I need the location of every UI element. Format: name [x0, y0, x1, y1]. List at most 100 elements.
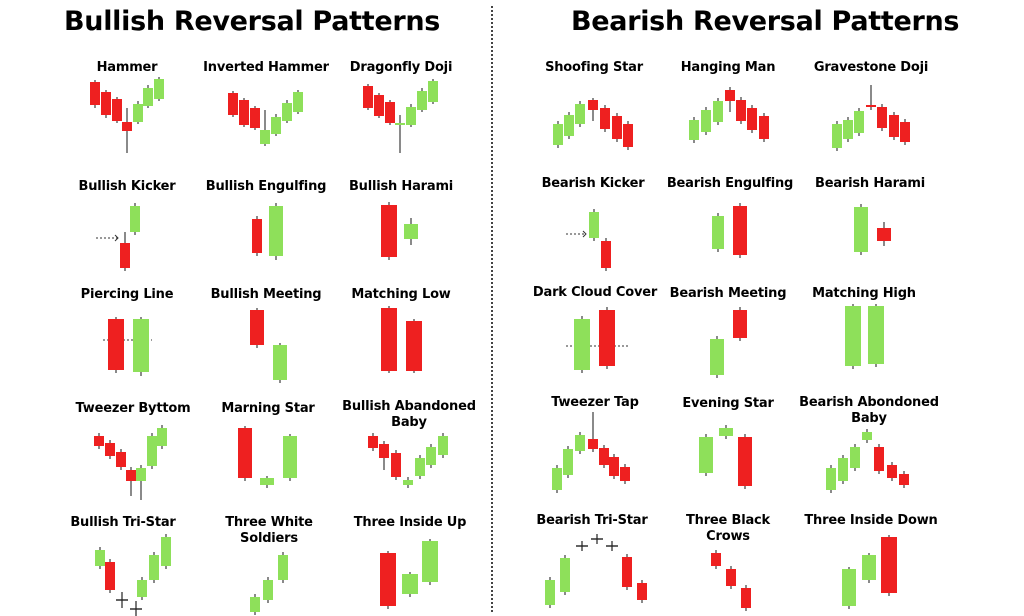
bearish-candle — [738, 434, 752, 489]
candle-body — [845, 306, 861, 366]
candle-body — [842, 569, 856, 606]
candle-body — [588, 439, 598, 449]
candle-body — [271, 117, 281, 134]
bearish-candle — [108, 317, 124, 373]
bullish-candle — [553, 121, 563, 148]
bullish-candle — [426, 444, 436, 468]
candle-body — [422, 541, 438, 582]
bearish-candle — [609, 454, 619, 479]
candle-body — [862, 432, 872, 440]
pattern-bullish-meeting — [250, 308, 287, 383]
bullish-candle — [154, 77, 164, 101]
bearish-candle — [112, 97, 122, 123]
bullish-candle — [575, 101, 585, 127]
bullish-candle — [843, 117, 853, 142]
candle-body — [600, 108, 610, 129]
candle-body — [710, 339, 724, 375]
candle-body — [866, 105, 876, 107]
label-hanging-man: Hanging Man — [680, 60, 776, 75]
label-bearish-tri-star: Bearish Tri-Star — [536, 513, 648, 528]
candle-body — [899, 474, 909, 485]
bullish-candle — [428, 79, 438, 104]
candle-body — [612, 116, 622, 139]
candle-body — [874, 447, 884, 471]
bearish-candle — [101, 90, 111, 118]
pattern-dark-cloud-cover — [566, 307, 628, 373]
candle-body — [250, 310, 264, 345]
pattern-bearish-meeting — [710, 307, 747, 378]
bearish-candle — [759, 113, 769, 142]
candle-body — [838, 458, 848, 481]
bearish-candle — [612, 113, 622, 142]
pattern-bullish-abandoned-baby — [368, 433, 448, 488]
bullish-candle — [283, 434, 297, 481]
bullish-candle — [271, 114, 281, 136]
label-three-inside-down: Three Inside Down — [804, 513, 938, 528]
bullish-candle — [713, 98, 723, 125]
candle-body — [552, 468, 562, 490]
bearish-candle — [588, 98, 598, 121]
candle-body — [832, 124, 842, 148]
candle-body — [560, 558, 570, 592]
candle-body — [101, 92, 111, 115]
bearish-candle — [381, 306, 397, 373]
pattern-bearish-kicker — [566, 209, 611, 271]
pattern-three-white-soldiers — [250, 552, 288, 615]
bearish-candle — [601, 238, 611, 271]
candle-body — [122, 122, 132, 131]
candle-body — [363, 86, 373, 108]
bullish-candle — [574, 316, 590, 373]
bullish-candle — [868, 304, 884, 367]
bearish-candle — [622, 554, 632, 590]
bearish-candle — [94, 433, 104, 449]
candle-body — [726, 569, 736, 586]
candle-body — [406, 107, 416, 125]
bearish-candle — [733, 307, 747, 341]
candle-body — [293, 92, 303, 112]
bearish-candle — [881, 535, 897, 596]
bearish-candle — [600, 105, 610, 132]
pattern-piercing-line — [103, 317, 152, 376]
bearish-candle — [623, 121, 633, 150]
bearish-candle — [380, 551, 396, 609]
bullish-candle — [406, 104, 416, 127]
label-bullish-meeting: Bullish Meeting — [210, 287, 322, 302]
candle-body — [149, 555, 159, 580]
bearish-candle — [363, 84, 373, 110]
candle-body — [599, 448, 609, 465]
bullish-candle — [260, 110, 270, 146]
label-matching-low: Matching Low — [351, 287, 451, 302]
bullish-candle — [552, 465, 562, 493]
candle-body — [95, 550, 105, 566]
candle-body — [161, 537, 171, 566]
candle-body — [250, 597, 260, 612]
bearish-candle — [599, 307, 615, 369]
bearish-candle — [733, 203, 747, 258]
candle-body — [711, 553, 721, 566]
candle-body — [260, 478, 274, 485]
candle-body — [622, 557, 632, 587]
candle-body — [147, 436, 157, 466]
candle-body — [154, 79, 164, 99]
candle-body — [116, 452, 126, 467]
candle-body — [105, 562, 115, 590]
candle-body — [689, 120, 699, 140]
bullish-candle — [838, 455, 848, 484]
candle-body — [854, 207, 868, 252]
bullish-candle — [438, 433, 448, 458]
bearish-candle — [899, 471, 909, 488]
candle-body — [563, 449, 573, 475]
candle-body — [90, 82, 100, 105]
bearish-candle — [122, 108, 132, 153]
candle-body — [385, 102, 395, 123]
bearish-candle — [877, 104, 887, 131]
candle-body — [438, 436, 448, 455]
pattern-matching-high — [845, 304, 884, 369]
bearish-candle — [368, 433, 378, 451]
bullish-candle — [712, 213, 724, 252]
bearish-candle — [637, 580, 647, 603]
bullish-candle — [137, 577, 147, 600]
bullish-candle — [136, 465, 146, 500]
bearish-candle — [889, 112, 899, 140]
